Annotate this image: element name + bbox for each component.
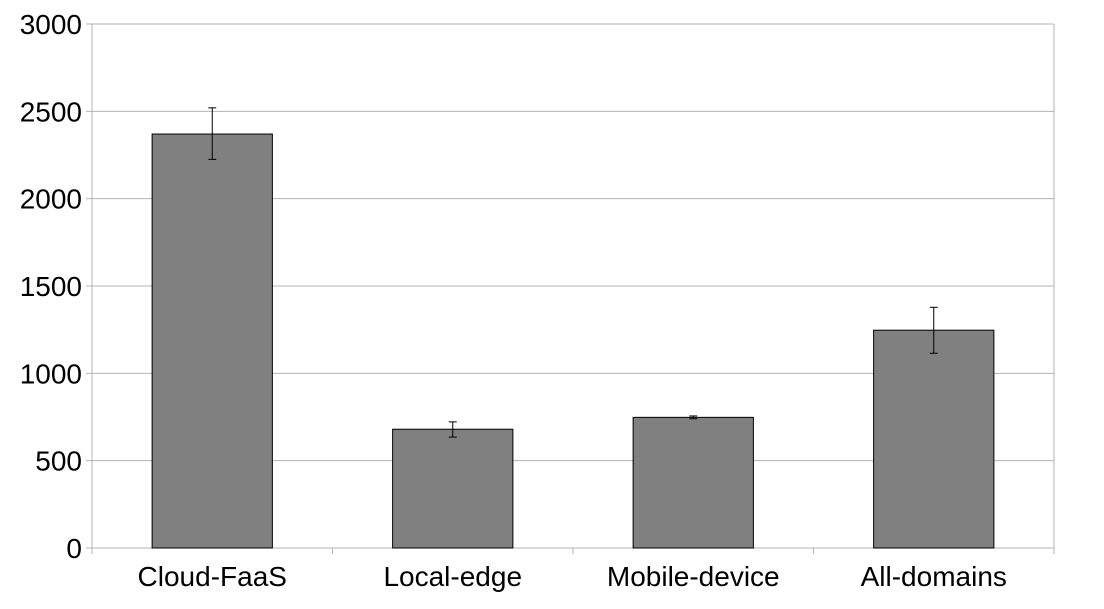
y-tick-label-2: 1000 xyxy=(20,358,82,389)
y-tick-label-0: 0 xyxy=(66,533,82,564)
y-tick-label-3: 1500 xyxy=(20,271,82,302)
x-category-label-cloud-faas: Cloud-FaaS xyxy=(138,561,287,592)
x-category-label-all-domains: All-domains xyxy=(861,561,1007,592)
x-category-label-local-edge: Local-edge xyxy=(383,561,522,592)
bar-mobile-device xyxy=(632,416,754,549)
y-tick-labels: 0 500 1000 1500 2000 2500 3000 xyxy=(20,9,82,564)
y-tick-label-1: 500 xyxy=(35,446,82,477)
bar-local-edge xyxy=(392,428,514,549)
bars xyxy=(151,133,995,549)
y-tick-label-4: 2000 xyxy=(20,184,82,215)
error-bars xyxy=(208,107,938,438)
y-tick-label-5: 2500 xyxy=(20,96,82,127)
bar-all-domains xyxy=(873,329,995,549)
x-category-labels: Cloud-FaaS Local-edge Mobile-device All-dom… xyxy=(138,561,1007,592)
x-category-label-mobile-device: Mobile-device xyxy=(607,561,780,592)
y-tick-label-6: 3000 xyxy=(20,9,82,40)
bar-cloud-faas xyxy=(151,133,273,549)
